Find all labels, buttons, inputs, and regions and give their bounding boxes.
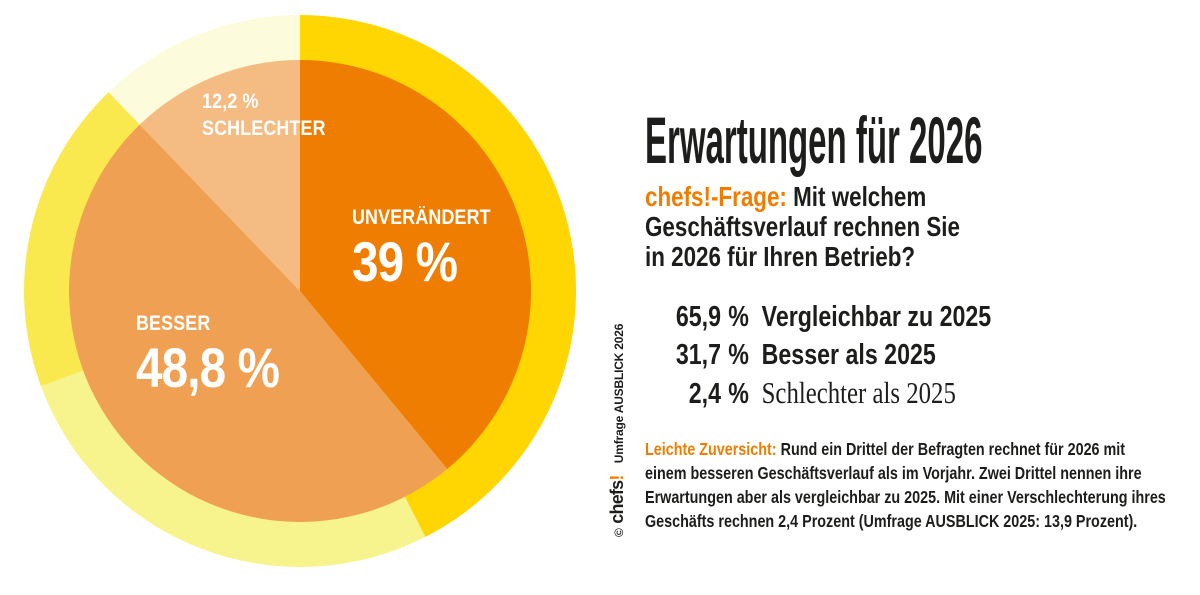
copyright-symbol: © (612, 528, 626, 537)
survey-question-line-2: Geschäftsverlauf rechnen Sie (645, 211, 960, 242)
result-label: Schlechter als 2025 (761, 375, 956, 410)
percent-sign: % (728, 301, 749, 333)
pie-label-besser-name: BESSER (136, 312, 211, 335)
result-row-vergleichbar: 65,9% Vergleichbar zu 2025 (645, 298, 991, 336)
summary-note-prefix: Leichte Zuversicht: (645, 439, 777, 459)
pie-label-unveraendert-name: UNVERÄNDERT (352, 206, 491, 229)
percent-sign: % (728, 339, 749, 371)
brand-question-prefix: chefs!-Frage: (645, 181, 787, 212)
summary-note-line-3: Erwartungen aber als vergleichbar zu 202… (645, 487, 1166, 507)
summary-note-line-4: Geschäfts rechnen 2,4 Prozent (Umfrage A… (645, 511, 1138, 531)
result-label: Vergleichbar zu 2025 (761, 301, 992, 333)
pie-label-unveraendert: UNVERÄNDERT 39 % (352, 204, 515, 291)
survey-question-text-1: Mit welchem (793, 181, 927, 212)
source-credit: © chefs! Umfrage AUSBLICK 2026 (607, 324, 628, 537)
survey-question-line-1: chefs!-Frage: Mit welchem (645, 182, 960, 212)
pie-chart-area: 12,2 % SCHLECHTER UNVERÄNDERT 39 % BESSE… (23, 15, 577, 568)
pie-label-besser: BESSER 48,8 % (136, 310, 304, 397)
pie-slice-besser (69, 124, 448, 522)
pie-label-besser-value: 48,8 % (136, 336, 280, 399)
source-credit-text: Umfrage AUSBLICK 2026 (612, 323, 626, 464)
pie-label-unveraendert-value: 39 % (352, 230, 458, 293)
results-list: 65,9% Vergleichbar zu 2025 31,7% Besser al… (645, 298, 1078, 413)
brand-logo-mark: ! (607, 474, 627, 481)
percent-sign: % (728, 378, 749, 410)
pie-slice-schlechter (139, 60, 300, 291)
pie-label-schlechter-value: 12,2 % (202, 90, 259, 113)
result-value: 2,4 (688, 378, 721, 410)
pie-label-schlechter-name: SCHLECHTER (202, 117, 326, 140)
summary-note: Leichte Zuversicht: Rund ein Drittel der… (645, 437, 1166, 533)
pie-label-schlechter: 12,2 % SCHLECHTER (202, 88, 348, 142)
summary-note-line-1: Leichte Zuversicht: Rund ein Drittel der… (645, 437, 1166, 461)
page-title: Erwartungen für 2026 (645, 103, 983, 177)
summary-note-line-2: einem besseren Geschäftsverlauf als im V… (645, 463, 1142, 483)
summary-note-text-1: Rund ein Drittel der Befragten rechnet f… (780, 439, 1126, 459)
pie-chart (23, 15, 577, 568)
result-row-schlechter: 2,4% Schlechter als 2025 (645, 374, 991, 413)
result-label: Besser als 2025 (761, 339, 936, 371)
brand-logo-text: chefs (607, 480, 627, 524)
survey-question-line-3: in 2026 für Ihren Betrieb? (645, 241, 916, 272)
result-value: 65,9 (675, 301, 721, 333)
result-row-besser: 31,7% Besser als 2025 (645, 336, 991, 374)
result-value: 31,7 (675, 339, 721, 371)
survey-question: chefs!-Frage: Mit welchem Geschäftsverla… (645, 182, 1039, 272)
pie-slice-unverändert (300, 60, 531, 469)
